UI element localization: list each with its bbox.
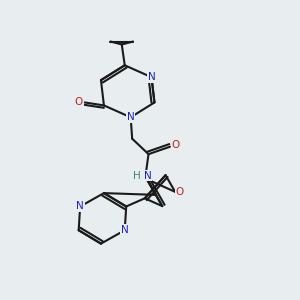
Text: O: O xyxy=(74,98,83,107)
Text: O: O xyxy=(172,140,180,150)
Text: O: O xyxy=(176,187,184,197)
Text: N: N xyxy=(148,72,155,82)
Text: H: H xyxy=(133,171,140,181)
Text: N: N xyxy=(121,225,129,235)
Text: N: N xyxy=(127,112,135,122)
Text: N: N xyxy=(144,171,152,181)
Text: N: N xyxy=(76,202,84,212)
